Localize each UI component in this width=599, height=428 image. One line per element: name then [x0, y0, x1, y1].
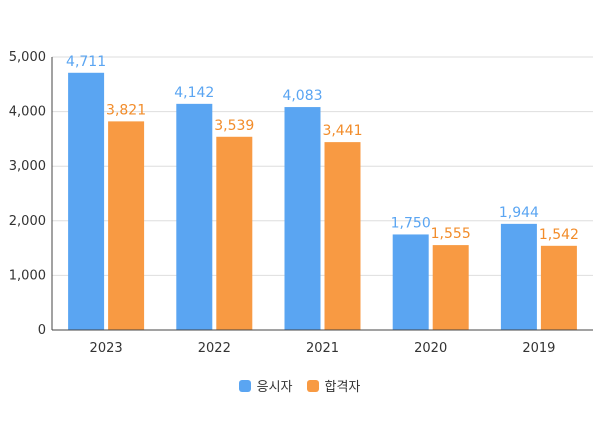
- data-label: 3,441: [322, 123, 362, 139]
- legend-label-series-1: 응시자: [256, 380, 293, 395]
- bar-series-2: [540, 245, 577, 330]
- y-tick-label: 2,000: [9, 214, 46, 229]
- legend-item-series-2[interactable]: 합격자: [306, 376, 361, 395]
- y-tick-label: 5,000: [9, 50, 46, 65]
- data-label: 4,083: [282, 88, 322, 104]
- legend-label-series-2: 합격자: [324, 380, 361, 395]
- y-tick-label: 3,000: [9, 159, 46, 174]
- bar-series-2: [324, 142, 361, 330]
- bar-series-2: [432, 245, 469, 330]
- y-tick-label: 4,000: [9, 105, 46, 120]
- data-label: 4,142: [174, 85, 214, 101]
- legend-swatch-series-1: [238, 379, 251, 392]
- data-label: 3,539: [214, 118, 254, 134]
- data-label: 1,542: [539, 227, 579, 243]
- y-tick-label: 0: [38, 323, 46, 338]
- x-tick-label: 2022: [198, 341, 231, 356]
- bar-series-1: [176, 103, 213, 330]
- legend-item-series-1[interactable]: 응시자: [238, 376, 293, 395]
- data-label: 4,711: [66, 54, 106, 70]
- bar-chart: 0 1,000 2,000 3,000 4,000 5,000 4,711 3,821 2023…: [9, 50, 593, 356]
- x-tick-label: 2021: [306, 341, 339, 356]
- y-tick-label: 1,000: [9, 268, 46, 283]
- bar-series-1: [500, 223, 537, 330]
- data-label: 1,944: [499, 205, 539, 221]
- data-label: 1,555: [431, 226, 471, 242]
- x-tick-label: 2023: [90, 341, 123, 356]
- legend: 응시자 합격자: [0, 376, 599, 395]
- data-label: 1,750: [391, 215, 431, 231]
- bar-series-2: [216, 136, 253, 330]
- data-label: 3,821: [106, 102, 146, 118]
- bar-series-1: [284, 107, 321, 330]
- bar-series-1: [392, 234, 429, 330]
- legend-swatch-series-2: [306, 379, 319, 392]
- x-tick-label: 2019: [522, 341, 555, 356]
- bar-series-1: [68, 72, 105, 330]
- bar-series-2: [108, 121, 145, 330]
- x-tick-label: 2020: [414, 341, 447, 356]
